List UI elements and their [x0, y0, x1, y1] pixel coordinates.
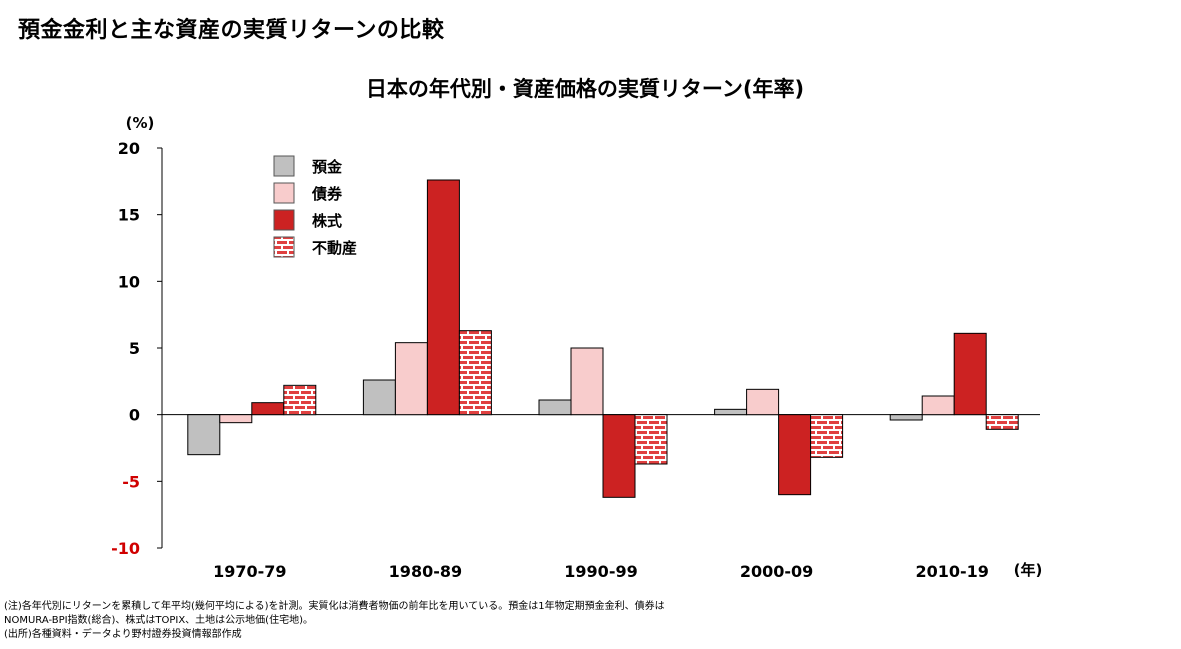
y-tick-label: -5: [122, 472, 140, 491]
bar: [394, 342, 428, 416]
bar: [921, 395, 955, 416]
legend-swatch: [273, 209, 295, 231]
y-tick-label: 0: [129, 406, 140, 425]
bar: [362, 379, 396, 416]
bar: [458, 330, 492, 416]
legend-label: 債券: [311, 185, 343, 203]
legend-label: 預金: [312, 158, 343, 176]
bar: [602, 414, 636, 498]
x-axis-unit-label: (年): [1014, 561, 1043, 579]
bar: [634, 414, 668, 465]
legend-swatch: [273, 182, 295, 204]
legend-label: 株式: [312, 212, 342, 230]
bar: [810, 414, 844, 458]
footnotes: (注)各年代別にリターンを累積して年平均(幾何平均による)を計測。実質化は消費者…: [4, 600, 665, 642]
bar: [538, 399, 572, 416]
bar: [251, 402, 285, 416]
x-tick-label: 1980-89: [389, 562, 462, 581]
page-title: 預金金利と主な資産の実質リターンの比較: [18, 18, 445, 43]
y-axis-unit-label: (%): [126, 114, 155, 132]
bars: [187, 179, 1019, 498]
y-tick-label: 10: [118, 272, 140, 291]
note-line: (注)各年代別にリターンを累積して年平均(幾何平均による)を計測。実質化は消費者…: [4, 601, 665, 612]
chart-title: 日本の年代別・資産価格の実質リターン(年率): [366, 77, 804, 101]
bar: [570, 347, 604, 416]
bar: [426, 179, 460, 416]
bar: [985, 414, 1019, 430]
x-tick-label: 2000-09: [740, 562, 813, 581]
y-tick-label: 15: [118, 206, 140, 225]
bar: [187, 414, 221, 456]
legend-label: 不動産: [312, 239, 357, 257]
y-tick-label: 20: [118, 139, 140, 158]
x-tick-label: 1990-99: [564, 562, 637, 581]
bar: [778, 414, 812, 496]
bar: [219, 414, 253, 424]
bar: [746, 388, 780, 416]
bar: [889, 414, 923, 421]
legend-swatch: [273, 155, 295, 177]
y-tick-label: 5: [129, 339, 140, 358]
legend-swatch: [273, 236, 295, 258]
bar-chart: 日本の年代別・資産価格の実質リターン(年率) (%) (年) 20 15 10 5 0 -…: [111, 77, 1043, 581]
bar: [283, 384, 317, 416]
y-tick-label: -10: [111, 539, 140, 558]
bar: [953, 332, 987, 416]
bar: [714, 408, 748, 416]
x-tick-label: 1970-79: [213, 562, 286, 581]
x-tick-label: 2010-19: [915, 562, 988, 581]
note-line: NOMURA-BPI指数(総合)、株式はTOPIX、土地は公示地価(住宅地)。: [4, 615, 313, 626]
note-line: (出所)各種資料・データより野村證券投資情報部作成: [4, 629, 242, 640]
